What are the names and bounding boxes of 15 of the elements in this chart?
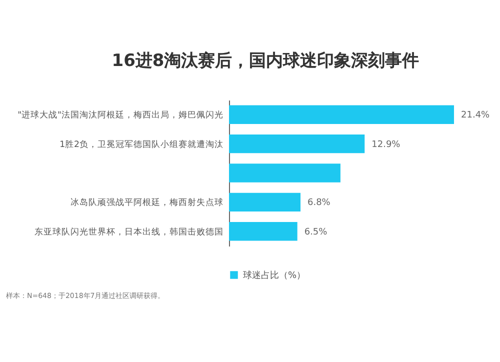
y-tick-label: 东亚球队闪光世界杯，日本出线，韩国击败德国	[34, 226, 224, 238]
data-label: 21.4%	[461, 110, 490, 121]
data-label: 6.8%	[307, 198, 331, 208]
bar	[229, 192, 300, 212]
y-tick-label: "进球大战"法国淘汰阿根廷，梅西出局，姆巴佩闪光	[18, 110, 224, 121]
y-tick-label: 冰岛队顽强战平阿根廷，梅西射失点球	[70, 197, 224, 208]
bar	[229, 134, 365, 154]
data-label: 12.9%	[372, 140, 401, 150]
data-label: 6.5%	[304, 227, 328, 238]
y-tick-label: 1胜2负，卫冕冠军德国队小组赛就遭淘汰	[60, 138, 224, 150]
bar	[229, 222, 298, 241]
chart-title: 16进8淘汰赛后，国内球迷印象深刻事件	[112, 51, 420, 71]
bar	[229, 164, 340, 182]
bar	[229, 105, 454, 124]
legend-label: 球迷占比（%）	[243, 270, 306, 281]
